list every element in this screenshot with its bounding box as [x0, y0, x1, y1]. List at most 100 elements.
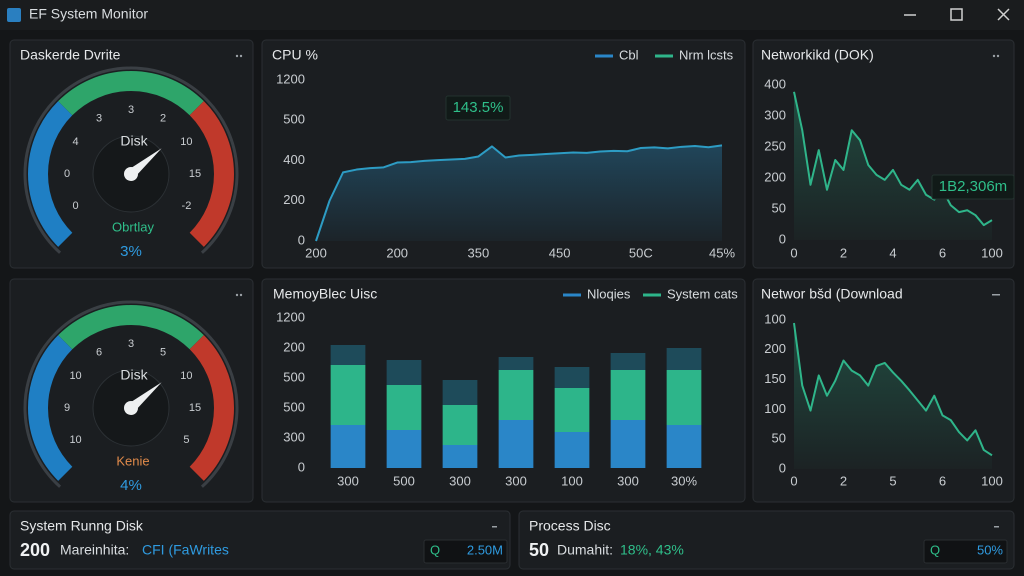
legend-label: Cbl [619, 47, 639, 62]
x-tick-label: 2 [840, 245, 847, 260]
stat-box-label: Q [430, 542, 440, 557]
x-tick-label: 4 [889, 245, 896, 260]
y-tick-label: 500 [283, 369, 305, 384]
x-tick-label: 450 [549, 245, 571, 260]
x-tick-label: 45% [709, 245, 735, 260]
x-tick-label: 300 [617, 473, 639, 488]
bar-segment [610, 420, 646, 468]
bar-segment [554, 388, 590, 432]
gauge-sub-label: Obrtlay [112, 219, 154, 234]
legend-label: System cats [667, 286, 738, 301]
legend-label: Nloqies [587, 286, 631, 301]
bar-segment [386, 430, 422, 468]
x-tick-label: 50C [629, 245, 653, 260]
gauge-tick-label: 15 [189, 402, 201, 414]
x-tick-label: 300 [337, 473, 359, 488]
stat-title: Process Disc [529, 518, 611, 534]
gauge-tick-label: 9 [64, 402, 70, 414]
x-tick-label: 100 [981, 245, 1003, 260]
gauge-tick-label: 6 [96, 346, 102, 358]
close-button[interactable] [997, 8, 1010, 21]
stat-label: Dumahit: [557, 542, 613, 558]
bar-segment [330, 365, 366, 425]
bar-segment [498, 420, 534, 468]
gauge-hub [124, 401, 138, 415]
y-tick-label: 50 [772, 200, 786, 215]
gauge-reading: 4% [120, 477, 142, 494]
bar-segment [330, 345, 366, 365]
gauge-band [189, 335, 234, 481]
title-bar [0, 0, 1024, 30]
line-area [316, 145, 722, 241]
gauge-band [28, 101, 73, 247]
data-line [315, 144, 723, 242]
stat-detail: 18%, 43% [620, 542, 684, 558]
x-tick-label: 300 [505, 473, 527, 488]
gauge-tick-label: 3 [128, 104, 134, 116]
bar-segment [386, 385, 422, 430]
gauge-tick-label: 4 [73, 136, 79, 148]
y-tick-label: 150 [764, 371, 786, 386]
y-tick-label: 200 [283, 339, 305, 354]
gauge-rim [23, 300, 239, 488]
menu-dot[interactable] [239, 54, 243, 58]
menu-dot[interactable] [996, 54, 1000, 58]
chart-title: CPU % [272, 47, 318, 63]
gauge-band [58, 305, 204, 350]
gauge-tick-label: -2 [182, 200, 192, 212]
y-tick-label: 0 [779, 460, 786, 475]
y-tick-label: 0 [298, 232, 305, 247]
y-tick-label: 0 [298, 459, 305, 474]
y-tick-label: 200 [764, 341, 786, 356]
bar-segment [498, 370, 534, 420]
gauge-tick-label: 3 [128, 338, 134, 350]
stat-box-value: 50% [977, 542, 1003, 557]
y-tick-label: 1200 [276, 309, 305, 324]
bar-segment [330, 425, 366, 468]
gauge-center-label: Disk [120, 133, 148, 149]
x-tick-label: 200 [386, 245, 408, 260]
bar-segment [442, 380, 478, 405]
gauge-tick-label: 10 [180, 370, 192, 382]
stat-detail: CFI (FaWrites [142, 542, 229, 558]
bar-segment [610, 370, 646, 420]
bar-segment [442, 405, 478, 445]
menu-dash[interactable] [992, 294, 1000, 296]
gauge-sub-label: Kenie [116, 453, 149, 468]
bar-segment [554, 367, 590, 388]
x-tick-label: 300 [449, 473, 471, 488]
gauge-center-label: Disk [120, 367, 148, 383]
menu-dot[interactable] [235, 54, 239, 58]
menu-dash[interactable] [994, 526, 999, 528]
y-tick-label: 50 [772, 431, 786, 446]
chart-title: Networ bšd (Download [761, 286, 903, 302]
gauge-tick-label: 5 [160, 346, 166, 358]
bar-segment [610, 353, 646, 370]
gauge-tick-label: 10 [180, 136, 192, 148]
stat-value: 200 [20, 540, 50, 560]
gauge-band [58, 71, 204, 116]
y-tick-label: 250 [764, 138, 786, 153]
menu-dot[interactable] [992, 54, 996, 58]
x-tick-label: 5 [889, 473, 896, 488]
menu-dot[interactable] [239, 293, 243, 297]
x-tick-label: 30% [671, 473, 697, 488]
chart-title: MemoyBlec Uisc [273, 286, 377, 302]
data-line [793, 322, 993, 457]
annotation: 1B2,306m [939, 178, 1007, 195]
stat-box [923, 539, 1008, 564]
menu-dash[interactable] [492, 526, 497, 528]
stat-box [423, 539, 508, 564]
gauge-rim [23, 66, 239, 254]
chart-title: Networkikd (DOK) [761, 47, 874, 63]
bar-segment [666, 425, 702, 468]
x-tick-label: 6 [939, 245, 946, 260]
menu-dot[interactable] [235, 293, 239, 297]
x-tick-label: 6 [939, 473, 946, 488]
bar-segment [666, 370, 702, 425]
line-area [794, 322, 992, 469]
maximize-button[interactable] [950, 8, 963, 21]
annotation-box [445, 95, 511, 121]
y-tick-label: 500 [283, 399, 305, 414]
x-tick-label: 0 [790, 245, 797, 260]
